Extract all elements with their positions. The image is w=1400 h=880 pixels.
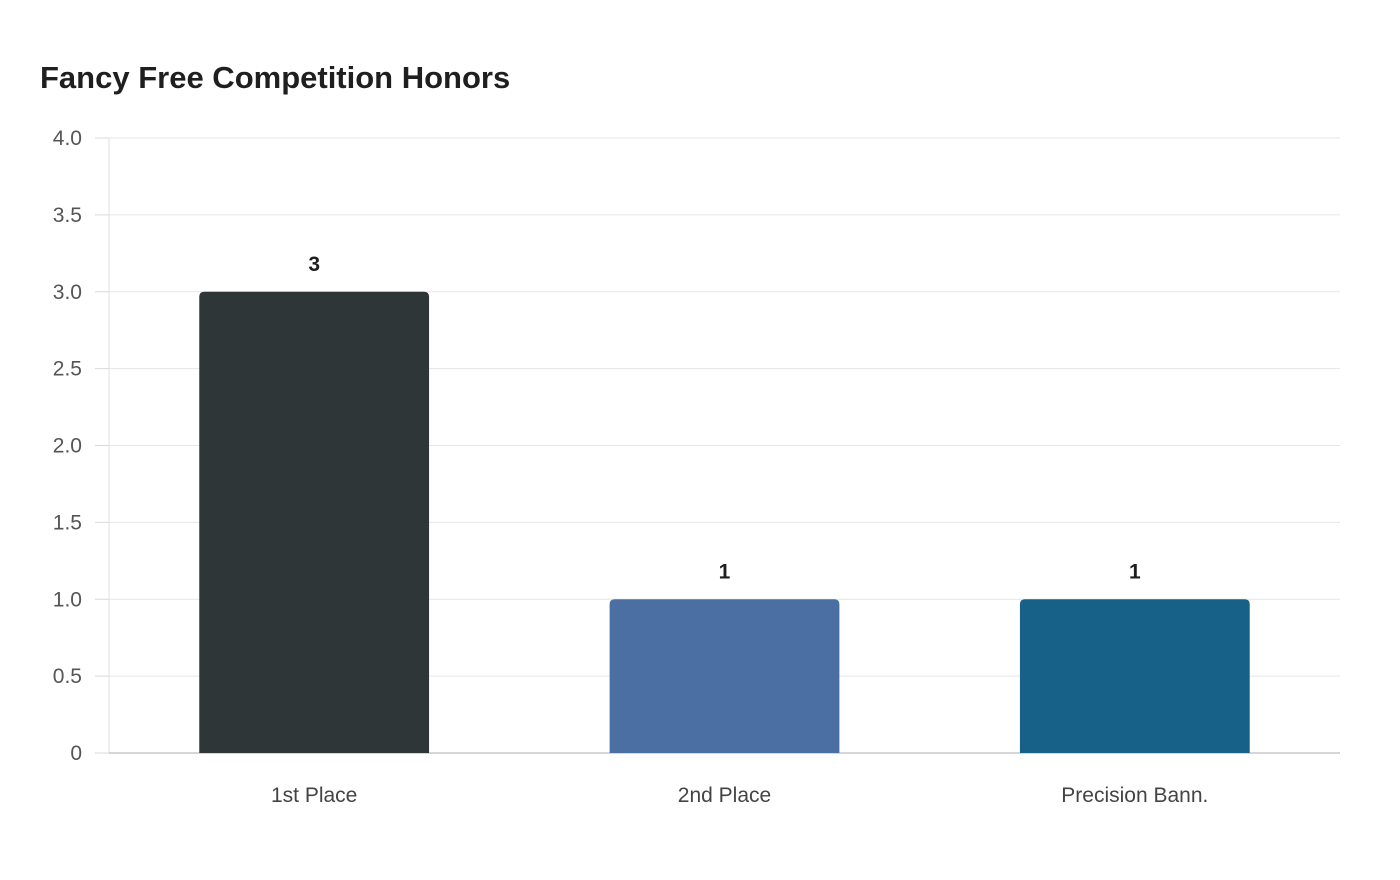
chart-title: Fancy Free Competition Honors [40, 60, 511, 95]
y-tick-label: 2.0 [53, 435, 82, 458]
x-tick-label: 2nd Place [678, 784, 771, 807]
x-tick-label: Precision Bann. [1061, 784, 1208, 807]
y-tick-label: 2.5 [53, 358, 82, 381]
bars [199, 291, 1250, 753]
data-label: 1 [719, 560, 731, 583]
y-tick-label: 4.0 [53, 127, 82, 150]
y-tick-label: 1.0 [53, 588, 82, 611]
y-tick-label: 0.5 [53, 665, 82, 688]
y-tick-label: 3.5 [53, 204, 82, 227]
y-tick-label: 1.5 [53, 511, 82, 534]
data-label: 3 [308, 253, 320, 276]
bar [1019, 599, 1250, 753]
bar [199, 291, 430, 753]
y-tick-label: 3.0 [53, 281, 82, 304]
labels: 0 0.5 1.0 1.5 2.0 2.5 3.0 3.5 4.0 3 1st Place 1 2nd … [53, 127, 1209, 807]
x-tick-label: 1st Place [271, 784, 357, 807]
bar [609, 599, 840, 753]
y-tick-label: 0 [70, 742, 82, 765]
data-label: 1 [1129, 560, 1141, 583]
